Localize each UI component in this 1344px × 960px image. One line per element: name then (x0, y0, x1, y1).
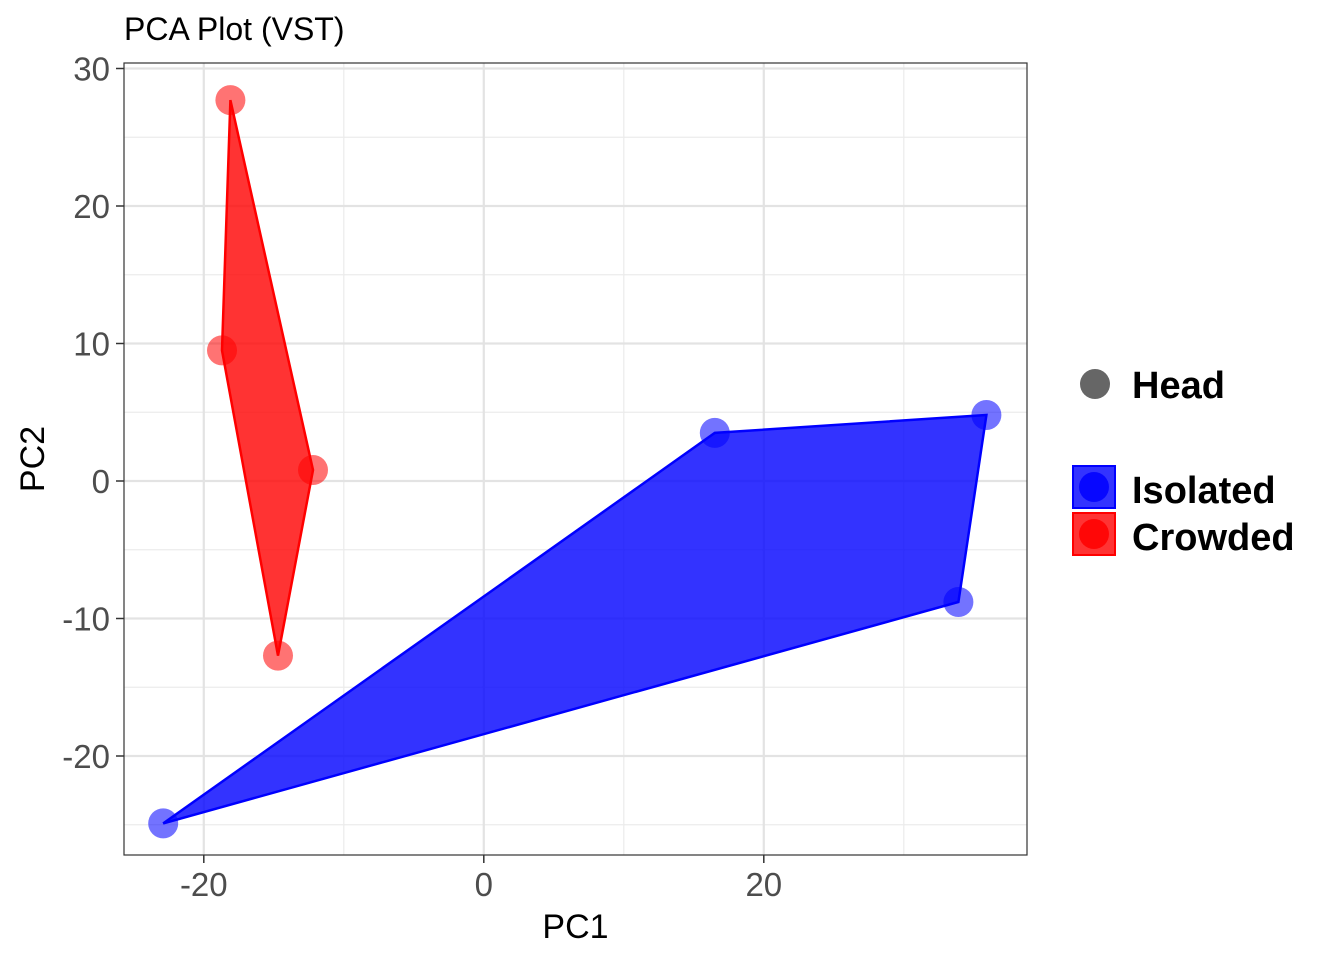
x-axis-label: PC1 (542, 908, 608, 946)
legend: Head Isolated Crowded (1072, 365, 1295, 559)
x-tick-label-1: 0 (475, 866, 493, 903)
legend-head-label: Head (1132, 365, 1225, 407)
y-axis-label: PC2 (14, 426, 52, 492)
crowded-point-0 (215, 85, 246, 116)
y-tick-label-4: 20 (73, 188, 110, 225)
legend-isolated-marker (1079, 472, 1109, 502)
y-tick-label-2: 0 (92, 463, 110, 500)
legend-crowded-marker (1079, 519, 1109, 549)
x-tick-label-2: 20 (745, 866, 782, 903)
isolated-point-0 (148, 808, 179, 839)
isolated-point-1 (699, 417, 730, 448)
legend-head-marker (1080, 369, 1110, 399)
data-points (148, 85, 1002, 839)
x-tick-label-0: -20 (180, 866, 228, 903)
isolated-point-2 (971, 400, 1002, 430)
isolated-point-3 (943, 587, 974, 617)
y-tick-label-3: 10 (73, 326, 110, 363)
legend-crowded-label: Crowded (1132, 517, 1295, 559)
legend-isolated-label: Isolated (1132, 470, 1276, 512)
crowded-point-1 (207, 335, 237, 366)
y-tick-label-1: -10 (62, 601, 110, 638)
y-tick-label-5: 30 (73, 51, 110, 88)
crowded-point-2 (298, 455, 328, 485)
axes: -20 0 20 -20 -10 0 10 20 30 (62, 51, 782, 904)
crowded-point-3 (263, 640, 293, 671)
y-tick-label-0: -20 (62, 738, 110, 775)
plot-panel-border (123, 62, 1028, 856)
chart-title: PCA Plot (VST) (124, 11, 345, 47)
